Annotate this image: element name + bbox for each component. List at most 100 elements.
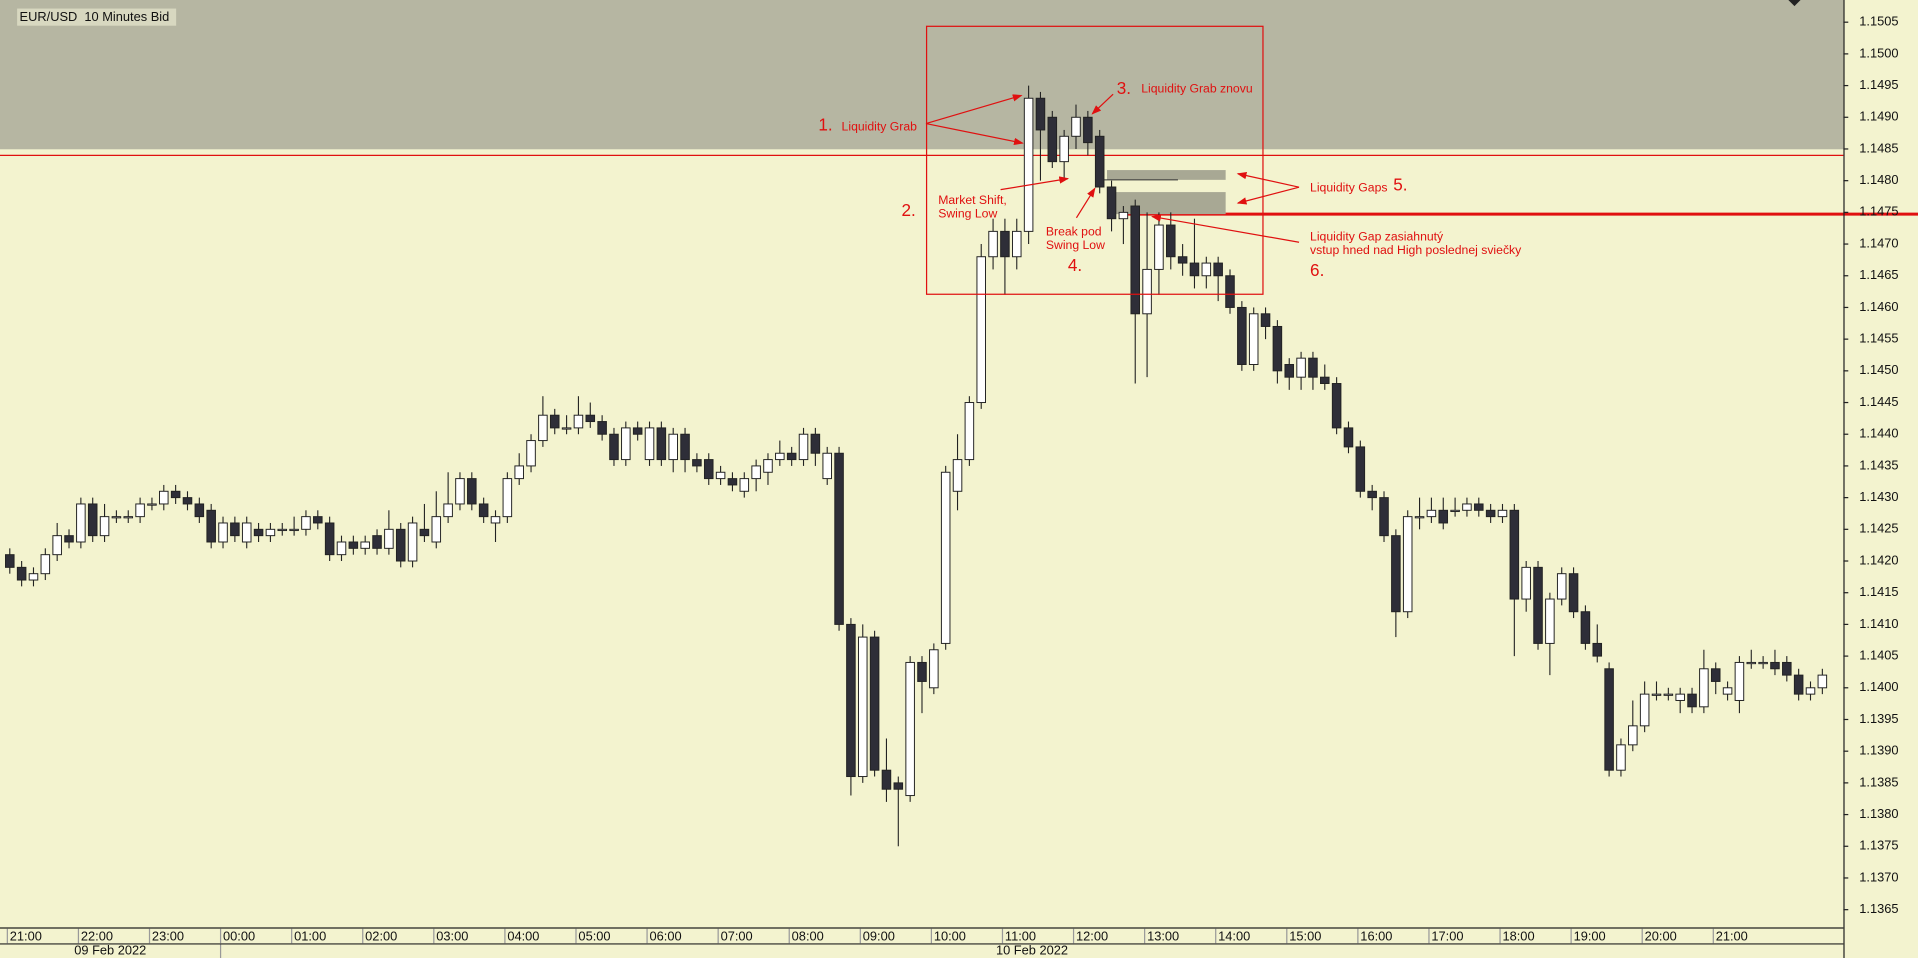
y-tick-label: 1.1405 xyxy=(1859,647,1898,662)
candle-body xyxy=(1450,509,1460,513)
liquidity-gap xyxy=(1107,170,1226,180)
candle-body xyxy=(857,636,868,778)
candle-body xyxy=(1805,687,1816,695)
y-tick-label: 1.1435 xyxy=(1859,457,1898,472)
supply-zone xyxy=(0,0,1844,150)
title-box xyxy=(17,8,177,26)
candle-body xyxy=(52,535,62,556)
y-tick-label: 1.1450 xyxy=(1859,362,1898,377)
candle-body xyxy=(1651,693,1662,696)
candle-body xyxy=(478,503,489,518)
candle-body xyxy=(40,554,51,575)
x-tick-label: 00:00 xyxy=(223,929,255,944)
date-label: 09 Feb 2022 xyxy=(74,943,146,958)
x-tick-label: 08:00 xyxy=(792,929,824,944)
annotation: 2. xyxy=(902,201,916,220)
candle-body xyxy=(170,490,181,499)
y-tick-label: 1.1485 xyxy=(1859,140,1898,155)
candle-body xyxy=(1260,313,1271,327)
annotation: Liquidity Gap zasiahnutý xyxy=(1310,230,1444,244)
y-tick-label: 1.1465 xyxy=(1859,267,1898,282)
x-tick-label: 02:00 xyxy=(365,929,397,944)
annotation: 6. xyxy=(1310,261,1324,280)
candle-body xyxy=(194,503,205,518)
y-tick-label: 1.1470 xyxy=(1859,235,1898,250)
candle-body xyxy=(218,522,228,543)
candle-body xyxy=(668,433,678,461)
candle-body xyxy=(230,522,240,537)
y-tick-label: 1.1400 xyxy=(1859,679,1898,694)
candle-body xyxy=(467,478,477,505)
candle-body xyxy=(1059,135,1069,163)
x-tick-label: 04:00 xyxy=(507,929,539,944)
candle-body xyxy=(1130,205,1141,315)
candle-body xyxy=(1000,230,1010,258)
candle-body xyxy=(182,497,193,505)
candle-body xyxy=(277,528,288,532)
candle-body xyxy=(348,541,359,549)
candle-body xyxy=(1793,674,1804,695)
y-tick-label: 1.1505 xyxy=(1859,14,1898,29)
candle-body xyxy=(135,503,145,518)
candle-body xyxy=(64,535,74,543)
y-tick-label: 1.1375 xyxy=(1859,838,1898,853)
candle-body xyxy=(1521,566,1531,600)
candle-body xyxy=(1639,693,1650,727)
candle-body xyxy=(372,535,382,549)
candle-body xyxy=(1106,186,1117,220)
y-tick-label: 1.1385 xyxy=(1859,774,1898,789)
arrow xyxy=(925,94,1023,125)
candle-body xyxy=(680,433,690,461)
candle-body xyxy=(514,465,524,480)
candle-body xyxy=(324,522,335,556)
annotation: vstup hned nad High poslednej sviečky xyxy=(1310,243,1522,257)
candle-body xyxy=(1509,509,1520,600)
candle-body xyxy=(656,427,667,461)
candle-body xyxy=(1177,256,1188,264)
candle-body xyxy=(786,452,797,461)
candle-body xyxy=(1414,516,1425,519)
candle-body xyxy=(1071,116,1081,137)
candle-body xyxy=(1391,535,1401,613)
candle-body xyxy=(1320,376,1330,385)
candle-body xyxy=(206,509,216,543)
arrow xyxy=(1236,186,1300,205)
y-tick-label: 1.1445 xyxy=(1859,394,1898,409)
candle-body xyxy=(5,554,15,568)
candle-body xyxy=(289,528,299,532)
candle-body xyxy=(1817,674,1828,689)
candle-body xyxy=(715,471,726,480)
y-tick-label: 1.1490 xyxy=(1859,109,1898,124)
candle-body xyxy=(609,433,619,461)
candle-body xyxy=(1083,116,1093,144)
candle-body xyxy=(597,421,607,435)
x-tick-label: 22:00 xyxy=(81,929,113,944)
x-tick-label: 01:00 xyxy=(294,929,326,944)
arrow xyxy=(1236,171,1300,188)
candle-body xyxy=(490,516,501,524)
candle-body xyxy=(1343,427,1354,448)
y-tick-label: 1.1430 xyxy=(1859,489,1898,504)
candle-body xyxy=(265,528,276,537)
candle-body xyxy=(846,623,856,778)
candle-body xyxy=(455,478,465,505)
y-tick-label: 1.1480 xyxy=(1859,172,1898,187)
candle-body xyxy=(159,490,169,505)
candle-body xyxy=(940,471,951,644)
candle-body xyxy=(739,478,750,492)
candle-body xyxy=(1545,598,1555,644)
candle-body xyxy=(1734,661,1745,701)
chart-title: EUR/USD 10 Minutes Bid xyxy=(20,9,170,24)
annotation: 3. xyxy=(1117,79,1131,98)
candle-body xyxy=(360,541,370,549)
annotation: Liquidity Grab znovu xyxy=(1141,82,1252,96)
candle-body xyxy=(1438,509,1449,524)
candle-body xyxy=(775,452,785,461)
x-tick-label: 18:00 xyxy=(1502,929,1534,944)
candle-body xyxy=(1710,668,1721,682)
candle-body xyxy=(526,440,536,467)
candle-body xyxy=(632,427,643,435)
x-tick-label: 21:00 xyxy=(10,929,42,944)
candle-body xyxy=(1118,211,1129,220)
candle-body xyxy=(869,636,880,771)
